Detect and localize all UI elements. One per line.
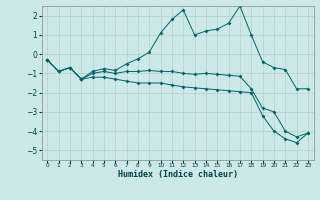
X-axis label: Humidex (Indice chaleur): Humidex (Indice chaleur) xyxy=(118,170,237,179)
